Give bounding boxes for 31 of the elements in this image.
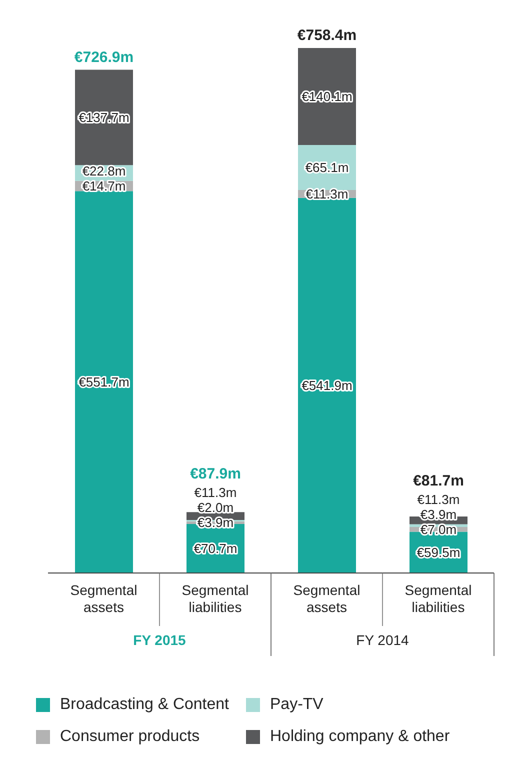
data-label: €70.7m <box>194 541 238 556</box>
total-label: €81.7m <box>413 472 464 490</box>
data-label: €14.7m <box>82 178 126 194</box>
data-label: €22.8m <box>82 164 126 178</box>
legend-label: Broadcasting & Content <box>60 696 229 714</box>
data-label: €551.7m <box>78 374 130 390</box>
data-label: €11.3m <box>194 485 237 500</box>
data-label: €137.7m <box>78 110 130 125</box>
data-label: €59.5m <box>416 544 460 560</box>
x-tick-label: Segmental assets <box>70 582 138 615</box>
bar <box>298 48 356 145</box>
x-tick-label: Segmental liabilities <box>404 582 472 615</box>
legend-label: Holding company & other <box>270 728 450 746</box>
total-label: €87.9m <box>190 466 241 483</box>
bar <box>75 70 133 166</box>
data-label: €11.3m <box>306 186 348 202</box>
data-label: €11.3m <box>417 492 460 507</box>
data-label: €2.0m <box>197 500 234 516</box>
data-label: €140.1m <box>302 88 352 104</box>
legend-label: Consumer products <box>60 728 200 746</box>
total-label: €726.9m <box>74 48 134 66</box>
text: FY 2014 <box>356 632 410 648</box>
bar <box>298 198 356 573</box>
text: FY 2015 <box>133 632 186 648</box>
x-tick-label: Segmental liabilities <box>182 582 249 615</box>
x-tick-label: Segmental assets <box>293 582 360 615</box>
data-label: €65.1m <box>305 160 349 176</box>
bar <box>75 191 133 573</box>
legend-label: Pay-TV <box>270 696 324 714</box>
total-label: €758.4m <box>297 27 357 44</box>
data-label: €541.9m <box>302 378 352 393</box>
